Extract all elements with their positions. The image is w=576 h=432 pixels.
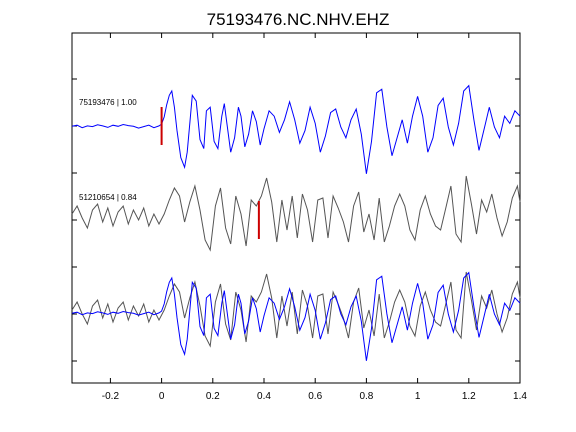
match-trace-line [71, 175, 521, 252]
x-tick-label: 1.4 [513, 391, 527, 402]
x-tick-label: 0.4 [257, 391, 271, 402]
axes-frame [71, 32, 521, 384]
x-tick-label: 1 [415, 391, 421, 402]
y-ticks [72, 78, 520, 362]
reference-trace-line [71, 84, 521, 174]
x-tick-label: 0 [159, 391, 165, 402]
x-tick-label: 0.2 [206, 391, 220, 402]
reference-trace-label: 75193476 | 1.00 [79, 98, 137, 107]
chart-title: 75193476.NC.NHV.EHZ [207, 10, 390, 29]
x-tick-label: 1.2 [462, 391, 476, 402]
match-trace-label: 51210654 | 0.84 [79, 193, 137, 202]
overlay-match-trace-line [71, 271, 521, 348]
x-tick-label: 0.6 [308, 391, 322, 402]
plot-area: -0.2 0 0.2 0.4 0.6 0.8 1 1.2 1.4 75193476 | 1.00… [71, 32, 527, 402]
overlay-reference-trace-line [71, 271, 521, 361]
x-ticks: -0.2 0 0.2 0.4 0.6 0.8 1 1.2 1.4 [102, 33, 527, 402]
x-tick-label: -0.2 [102, 391, 120, 402]
x-tick-label: 0.8 [359, 391, 373, 402]
traces: 75193476 | 1.00 51210654 | 0.84 [71, 84, 521, 361]
